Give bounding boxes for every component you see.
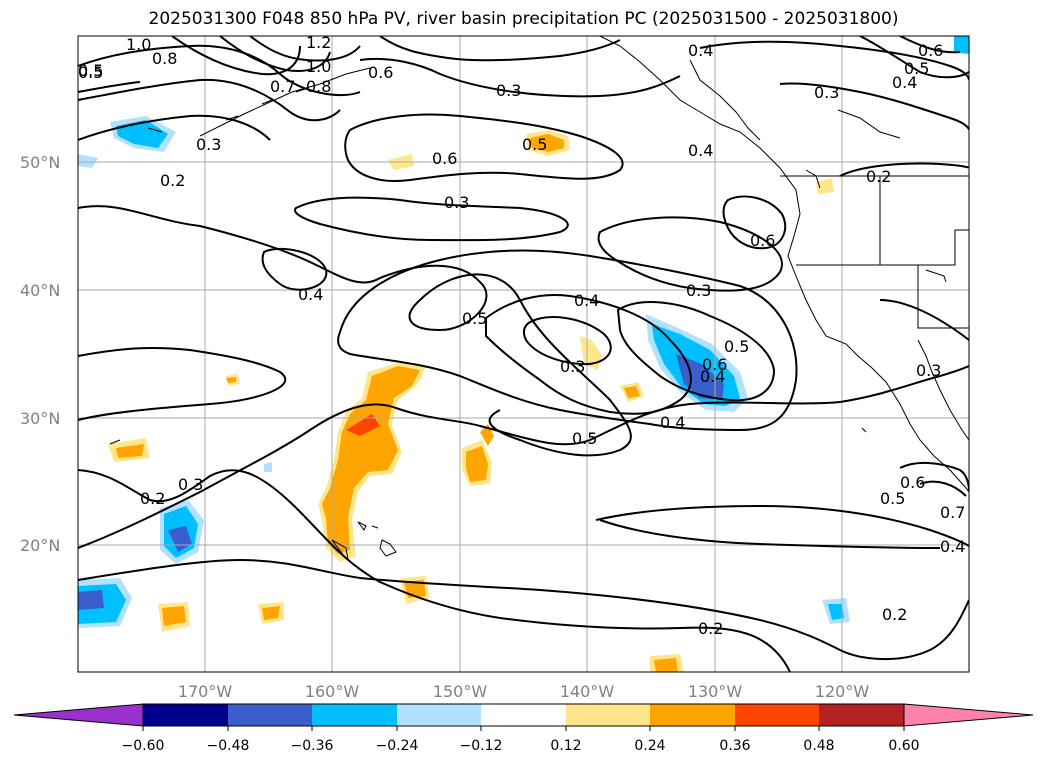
lon-label-140w: 140°W xyxy=(560,682,615,701)
colorbar-segment xyxy=(143,704,228,726)
colorbar-segment xyxy=(735,704,819,726)
colorbar-segment xyxy=(481,704,566,726)
colorbar-tick-label: 0.24 xyxy=(634,738,665,754)
contour-label: 0.7 xyxy=(270,77,295,96)
contour-label: 0.3 xyxy=(496,81,521,100)
contour-label: 0.6 xyxy=(702,355,727,374)
colorbar-tick-label: −0.48 xyxy=(207,738,250,754)
contour-label: 0.3 xyxy=(178,475,203,494)
contour-label: 0.4 xyxy=(660,413,685,432)
contour-label: 0.6 xyxy=(368,63,393,82)
contour-label: 0.5 xyxy=(880,489,905,508)
colorbar-segment xyxy=(650,704,735,726)
colorbar-segment xyxy=(819,704,904,726)
north-america-coast xyxy=(599,36,969,493)
lon-label-130w: 130°W xyxy=(688,682,743,701)
contour-label: 0.2 xyxy=(140,489,165,508)
contour-label: 0.4 xyxy=(688,141,713,160)
contour-label: 0.3 xyxy=(814,83,839,102)
lon-label-120w: 120°W xyxy=(815,682,870,701)
contour-label: 0.2 xyxy=(866,167,891,186)
colorbar-extend-high xyxy=(903,703,1034,727)
contour-label: 0.5 xyxy=(572,429,597,448)
contour-labels: 1.0 0.8 1.2 1.0 0.8 0.7 0.6 0.4 0.3 0.3 … xyxy=(78,33,965,638)
contour-label: 0.3 xyxy=(196,135,221,154)
contour-label: 0.3 xyxy=(560,357,585,376)
contour-label: 0.4 xyxy=(298,285,323,304)
map-area: 1.0 0.8 1.2 1.0 0.8 0.7 0.6 0.4 0.3 0.3 … xyxy=(78,33,969,672)
contour-label: 0.4 xyxy=(940,537,965,556)
contour-label: 0.4 xyxy=(574,291,599,310)
colorbar-segment xyxy=(312,704,397,726)
colorbar-tick-label: −0.60 xyxy=(122,738,165,754)
map-frame xyxy=(77,35,970,673)
longitude-axis: 170°W 160°W 150°W 140°W 130°W 120°W xyxy=(178,682,870,701)
colorbar-tick-label: 0.36 xyxy=(719,738,750,754)
colorbar-segment xyxy=(566,704,650,726)
contour-label: 0.6 xyxy=(750,231,775,250)
contour-label: 1.2 xyxy=(306,33,331,52)
colorbar-extend-low xyxy=(13,703,144,727)
contour-label: 0.4 xyxy=(892,73,917,92)
colorbar-tick-label: 0.60 xyxy=(888,738,919,754)
colorbar: −0.60 −0.48 −0.36 −0.24 −0.12 0.12 0.24 … xyxy=(13,703,1034,754)
lon-label-170w: 170°W xyxy=(178,682,233,701)
contour-label: 1.0 xyxy=(306,57,331,76)
contour-label: 0.6 xyxy=(432,149,457,168)
gridlines xyxy=(78,36,969,672)
aleutian-islands xyxy=(199,67,371,137)
colorbar-tick-label: 0.12 xyxy=(550,738,581,754)
lat-label-40n: 40°N xyxy=(20,281,60,300)
contour-label: 0.5 xyxy=(904,59,929,78)
lon-label-150w: 150°W xyxy=(433,682,488,701)
contour-label: 1.0 xyxy=(126,35,151,54)
contour-label: 0.2 xyxy=(882,605,907,624)
lat-label-50n: 50°N xyxy=(20,153,60,172)
lon-label-160w: 160°W xyxy=(305,682,360,701)
contour-label: 0.6 xyxy=(918,41,943,60)
contour-label: 0.3 xyxy=(686,281,711,300)
lat-label-30n: 30°N xyxy=(20,409,60,428)
contour-label: 0.4 xyxy=(688,41,713,60)
colorbar-tick-label: −0.12 xyxy=(460,738,503,754)
contour-label: 0.8 xyxy=(306,77,331,96)
contour-label: 0.8 xyxy=(152,49,177,68)
contour-label: 0.5 xyxy=(724,337,749,356)
contour-label: 0.6 xyxy=(900,473,925,492)
map-title: 2025031300 F048 850 hPa PV, river basin … xyxy=(148,9,899,29)
contour-label: 0.7 xyxy=(940,503,965,522)
precip-shading xyxy=(78,36,969,672)
contour-label: 0.2 xyxy=(698,619,723,638)
colorbar-segment xyxy=(228,704,312,726)
pv-contours xyxy=(78,36,969,672)
coastlines xyxy=(109,36,969,562)
colorbar-tick-label: 0.48 xyxy=(803,738,834,754)
contour-label: 0.2 xyxy=(160,171,185,190)
colorbar-tick-label: −0.36 xyxy=(291,738,334,754)
colorbar-segment xyxy=(397,704,481,726)
contour-label: 0.3 xyxy=(444,193,469,212)
us-state-line xyxy=(796,229,969,266)
contour-label: 0.5 xyxy=(462,309,487,328)
contour-label: 0.5 xyxy=(78,61,103,80)
contour-label: 0.3 xyxy=(916,361,941,380)
latitude-axis: 50°N 40°N 30°N 20°N xyxy=(20,153,60,555)
contour-label: 0.4 xyxy=(700,367,725,386)
contour-label: 0.5 xyxy=(522,135,547,154)
colorbar-tick-label: −0.24 xyxy=(376,738,419,754)
contour-label: 0.5 xyxy=(78,63,103,82)
lat-label-20n: 20°N xyxy=(20,536,60,555)
